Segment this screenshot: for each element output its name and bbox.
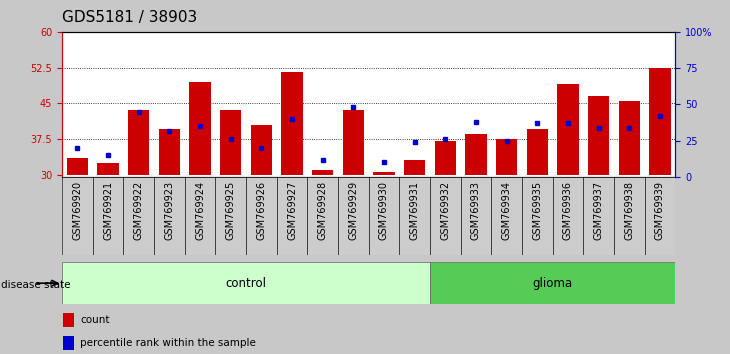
Bar: [64, 313, 74, 327]
Bar: [434, 141, 456, 175]
Bar: [250, 125, 272, 175]
Text: GSM769925: GSM769925: [226, 181, 236, 240]
Text: GSM769924: GSM769924: [195, 181, 205, 240]
Bar: [185, 177, 215, 255]
Bar: [281, 72, 303, 175]
Bar: [215, 177, 246, 255]
Bar: [491, 177, 522, 255]
Bar: [645, 177, 675, 255]
Bar: [369, 177, 399, 255]
Text: GSM769931: GSM769931: [410, 181, 420, 240]
Text: glioma: glioma: [533, 277, 572, 290]
Bar: [307, 177, 338, 255]
Bar: [277, 177, 307, 255]
Bar: [338, 177, 369, 255]
Text: GSM769926: GSM769926: [256, 181, 266, 240]
Text: count: count: [80, 315, 110, 325]
Bar: [553, 177, 583, 255]
Bar: [373, 172, 395, 175]
Bar: [220, 110, 242, 175]
Text: GSM769936: GSM769936: [563, 181, 573, 240]
Bar: [66, 158, 88, 175]
Text: control: control: [226, 277, 266, 290]
Text: GSM769928: GSM769928: [318, 181, 328, 240]
Bar: [154, 177, 185, 255]
Text: GSM769920: GSM769920: [72, 181, 82, 240]
Bar: [246, 177, 277, 255]
Text: GSM769921: GSM769921: [103, 181, 113, 240]
Bar: [123, 177, 154, 255]
Bar: [522, 177, 553, 255]
Text: GSM769927: GSM769927: [287, 181, 297, 240]
Bar: [465, 134, 487, 175]
Bar: [97, 163, 119, 175]
Bar: [583, 177, 614, 255]
Text: GSM769930: GSM769930: [379, 181, 389, 240]
Bar: [618, 101, 640, 175]
Text: GSM769923: GSM769923: [164, 181, 174, 240]
Bar: [128, 110, 150, 175]
Bar: [430, 177, 461, 255]
Text: GSM769934: GSM769934: [502, 181, 512, 240]
Bar: [342, 110, 364, 175]
Text: GSM769935: GSM769935: [532, 181, 542, 240]
Bar: [64, 336, 74, 350]
Bar: [557, 84, 579, 175]
Bar: [189, 82, 211, 175]
Bar: [158, 130, 180, 175]
Bar: [404, 160, 426, 175]
Text: GSM769937: GSM769937: [593, 181, 604, 240]
Text: GSM769922: GSM769922: [134, 181, 144, 240]
Bar: [62, 177, 93, 255]
Text: percentile rank within the sample: percentile rank within the sample: [80, 338, 256, 348]
Text: GSM769929: GSM769929: [348, 181, 358, 240]
Bar: [430, 262, 675, 304]
Bar: [614, 177, 645, 255]
Text: GSM769932: GSM769932: [440, 181, 450, 240]
Bar: [399, 177, 430, 255]
Bar: [588, 96, 610, 175]
Text: GSM769938: GSM769938: [624, 181, 634, 240]
Bar: [93, 177, 123, 255]
Text: GSM769933: GSM769933: [471, 181, 481, 240]
Bar: [461, 177, 491, 255]
Text: GSM769939: GSM769939: [655, 181, 665, 240]
Bar: [62, 262, 430, 304]
Text: GDS5181 / 38903: GDS5181 / 38903: [62, 10, 197, 25]
Bar: [312, 170, 334, 175]
Bar: [526, 130, 548, 175]
Bar: [649, 68, 671, 175]
Bar: [496, 139, 518, 175]
Text: disease state: disease state: [1, 280, 71, 290]
